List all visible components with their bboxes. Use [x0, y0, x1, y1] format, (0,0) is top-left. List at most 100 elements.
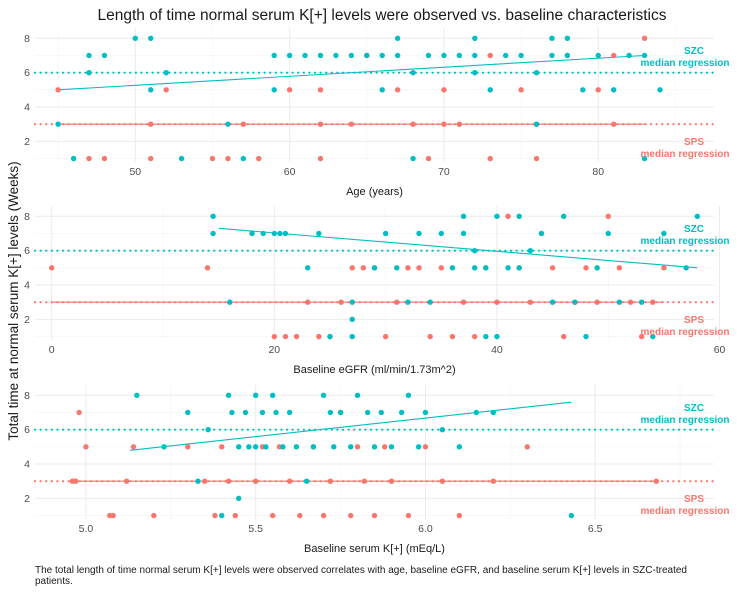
x-tick-label: 80 [592, 166, 604, 178]
y-tick-label: 2 [24, 493, 30, 505]
point-sps [202, 478, 208, 484]
point-szc [657, 87, 663, 93]
point-szc [502, 52, 509, 59]
point-szc [259, 409, 266, 416]
point-szc [549, 299, 556, 305]
point-sps [456, 121, 463, 127]
point-szc [410, 155, 416, 162]
point-sps [354, 444, 361, 450]
point-szc [415, 444, 422, 450]
point-szc [210, 230, 216, 237]
annotation-sub-sps: median regression [641, 506, 730, 517]
point-szc [227, 299, 233, 305]
point-sps [349, 265, 355, 271]
point-szc [354, 392, 361, 399]
point-szc [210, 213, 216, 220]
point-szc [638, 299, 645, 305]
y-tick-label: 4 [24, 280, 30, 292]
point-szc [487, 87, 493, 93]
point-szc [236, 444, 242, 450]
point-sps [605, 213, 611, 220]
point-szc [405, 392, 412, 399]
point-szc [456, 444, 463, 450]
point-szc [371, 265, 378, 271]
y-tick-label: 2 [24, 136, 30, 148]
point-szc [394, 265, 400, 271]
point-szc [242, 409, 249, 416]
point-sps [527, 299, 534, 305]
point-sps [439, 478, 446, 484]
point-szc [583, 333, 589, 340]
point-sps [653, 478, 659, 484]
point-szc [185, 409, 191, 416]
x-tick-label: 5.0 [79, 523, 94, 535]
point-szc [527, 247, 534, 254]
point-sps [286, 478, 293, 484]
point-szc [349, 333, 355, 340]
point-szc [483, 333, 489, 340]
point-sps [148, 155, 154, 162]
point-szc [427, 299, 433, 305]
point-szc [580, 87, 586, 93]
point-sps [471, 333, 478, 340]
point-szc [394, 52, 401, 59]
point-sps [524, 444, 530, 450]
point-szc [364, 52, 370, 59]
point-szc [683, 265, 689, 271]
point-szc [439, 426, 446, 433]
annotation-szc: SZC [684, 224, 704, 235]
point-szc [286, 409, 293, 416]
point-szc [271, 87, 277, 93]
point-szc [494, 333, 500, 340]
point-szc [327, 409, 334, 416]
point-szc [269, 392, 276, 399]
point-sps [151, 512, 157, 519]
point-sps [494, 299, 500, 305]
annotation-szc: SZC [684, 46, 704, 57]
point-sps [317, 155, 324, 162]
point-szc [490, 409, 497, 416]
point-sps [610, 121, 617, 127]
point-szc [533, 69, 540, 76]
point-szc [516, 265, 522, 271]
point-szc [568, 512, 575, 519]
point-szc [472, 52, 478, 59]
point-szc [163, 69, 169, 76]
point-sps [269, 512, 276, 519]
point-sps [594, 299, 600, 305]
point-sps [388, 478, 395, 484]
point-szc [134, 392, 140, 399]
point-szc [449, 265, 456, 271]
point-sps [123, 478, 130, 484]
annotation-sps: SPS [684, 315, 704, 326]
point-sps [394, 299, 400, 305]
point-szc [473, 409, 480, 416]
point-szc [348, 52, 355, 59]
point-szc [561, 213, 567, 220]
x-axis-label: Baseline eGFR (ml/min/1.73m^2) [293, 364, 455, 376]
point-szc [317, 52, 324, 59]
point-szc [320, 392, 327, 399]
point-sps [405, 265, 411, 271]
point-sps [595, 87, 601, 93]
annotation-sub-szc: median regression [641, 236, 730, 247]
point-szc [252, 444, 259, 450]
point-szc [225, 121, 231, 127]
point-szc [205, 426, 211, 433]
point-szc [661, 230, 667, 237]
y-tick-label: 6 [24, 67, 30, 79]
point-szc [371, 444, 378, 450]
point-sps [101, 155, 108, 162]
point-szc [286, 52, 293, 59]
x-tick-label: 50 [129, 166, 141, 178]
point-sps [338, 299, 344, 305]
point-sps [490, 478, 497, 484]
x-axis-label: Age (years) [346, 186, 403, 198]
point-szc [610, 87, 617, 93]
point-sps [371, 512, 378, 519]
annotation-sub-szc: median regression [641, 415, 730, 426]
point-szc [405, 299, 411, 305]
point-sps [438, 265, 444, 271]
point-szc [271, 52, 277, 59]
point-szc [505, 265, 511, 271]
